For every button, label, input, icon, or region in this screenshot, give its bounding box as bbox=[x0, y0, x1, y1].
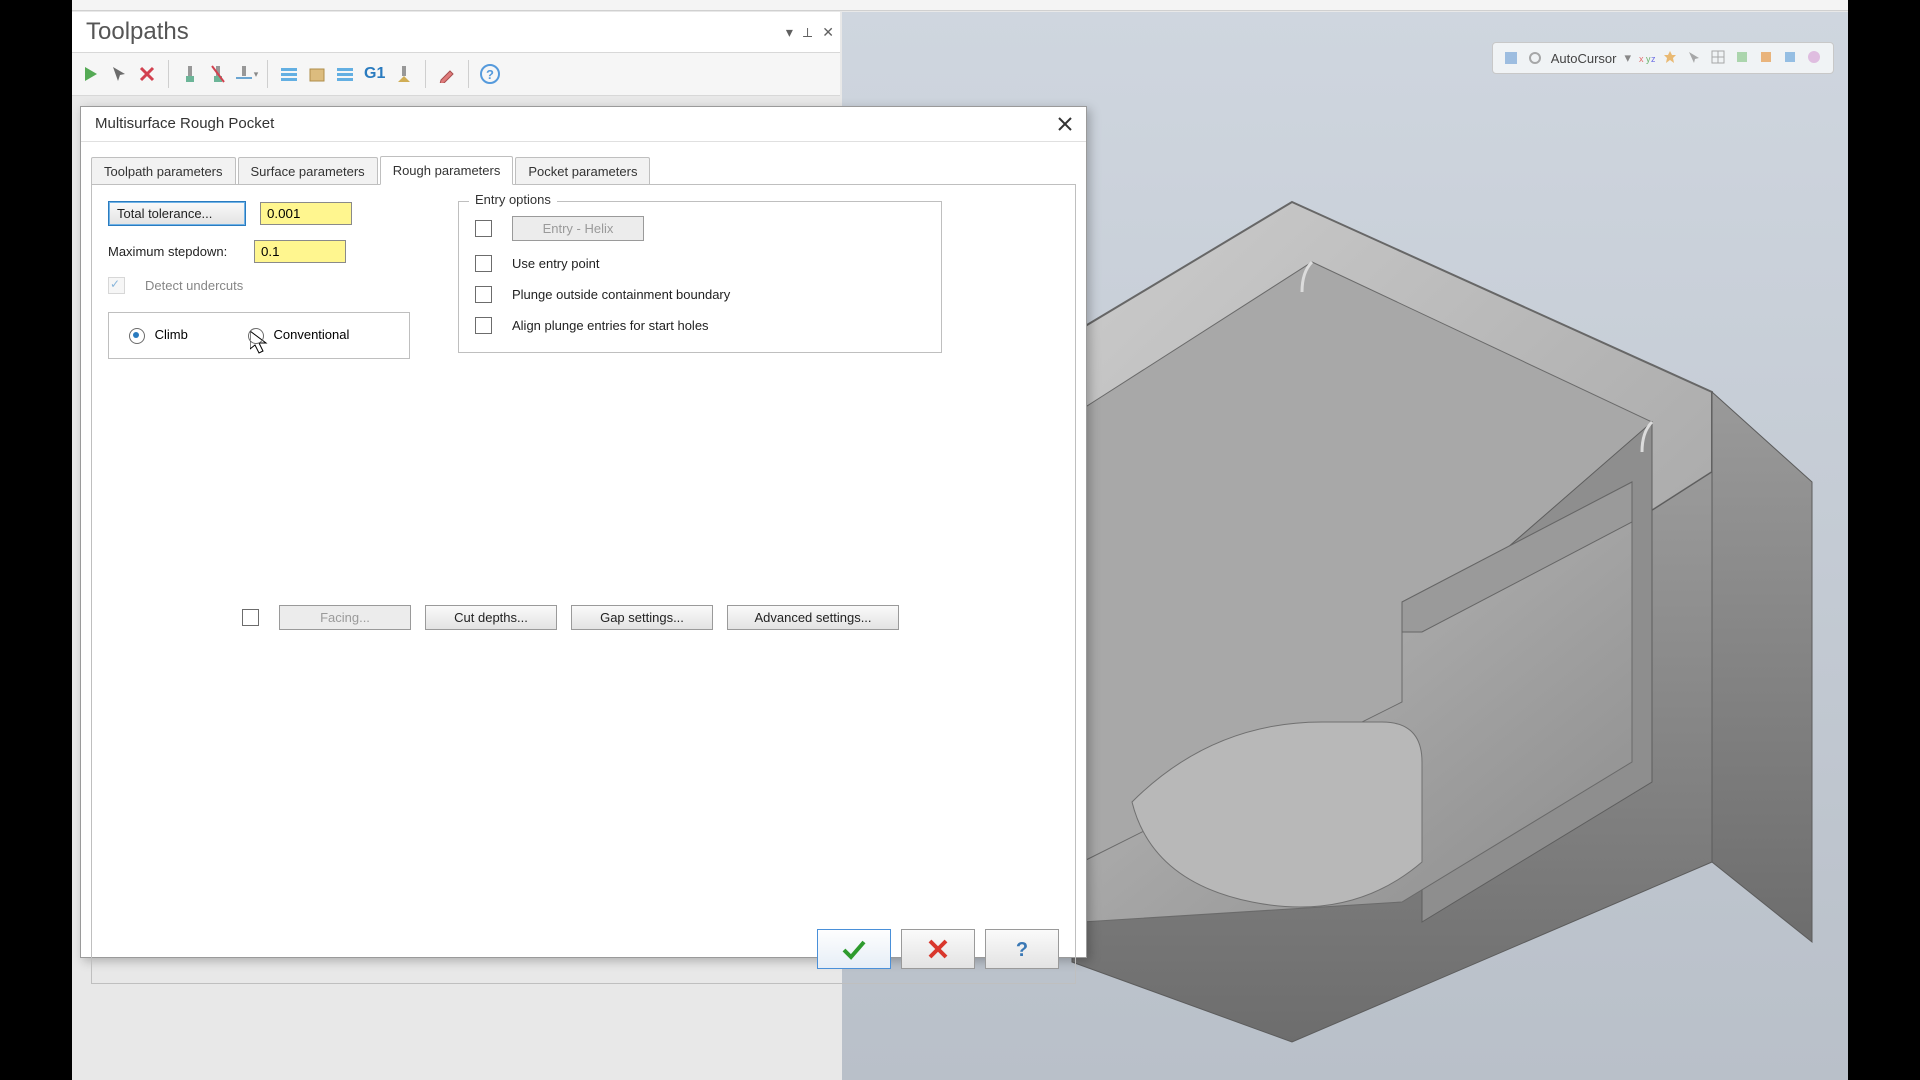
tb-help-icon[interactable]: ? bbox=[477, 61, 503, 87]
svg-text:x: x bbox=[1639, 54, 1644, 64]
tab-body: Total tolerance... Maximum stepdown: Det… bbox=[91, 184, 1076, 984]
cut-depths-button[interactable]: Cut depths... bbox=[425, 605, 557, 630]
entry-helix-checkbox[interactable] bbox=[475, 220, 492, 237]
detect-undercuts-label: Detect undercuts bbox=[145, 278, 243, 293]
ribbon-strip bbox=[72, 0, 1848, 11]
tb-tool2-icon[interactable] bbox=[205, 61, 231, 87]
total-tolerance-input[interactable] bbox=[260, 202, 352, 225]
tb-tool1-icon[interactable] bbox=[177, 61, 203, 87]
dialog-close-button[interactable] bbox=[1054, 113, 1076, 135]
tb-run-icon[interactable] bbox=[78, 61, 104, 87]
tb-pencil-icon[interactable] bbox=[434, 61, 460, 87]
max-stepdown-label: Maximum stepdown: bbox=[108, 244, 240, 259]
entry-options-legend: Entry options bbox=[469, 192, 557, 207]
tab-surface-parameters[interactable]: Surface parameters bbox=[238, 157, 378, 185]
detect-undercuts-checkbox bbox=[108, 277, 125, 294]
tab-rough-parameters[interactable]: Rough parameters bbox=[380, 156, 514, 185]
panel-pin-icon[interactable]: ⟂ bbox=[803, 12, 812, 52]
vp-autocursor-label[interactable]: AutoCursor bbox=[1551, 51, 1617, 66]
tb-delete-icon[interactable] bbox=[134, 61, 160, 87]
max-stepdown-input[interactable] bbox=[254, 240, 346, 263]
align-plunge-checkbox[interactable] bbox=[475, 317, 492, 334]
facing-enable-checkbox[interactable] bbox=[242, 609, 259, 626]
use-entry-point-label: Use entry point bbox=[512, 256, 599, 271]
facing-button: Facing... bbox=[279, 605, 411, 630]
gap-settings-button[interactable]: Gap settings... bbox=[571, 605, 713, 630]
panel-close-icon[interactable]: ✕ bbox=[822, 12, 834, 52]
vp-star-icon[interactable] bbox=[1663, 50, 1679, 66]
tb-layers2-icon[interactable] bbox=[332, 61, 358, 87]
panel-dropdown-icon[interactable]: ▾ bbox=[786, 12, 793, 52]
tb-tool3-icon[interactable]: ▾ bbox=[233, 61, 259, 87]
vp-xyz-icon[interactable]: xyz bbox=[1639, 50, 1655, 66]
tab-toolpath-parameters[interactable]: Toolpath parameters bbox=[91, 157, 236, 185]
tab-pocket-parameters[interactable]: Pocket parameters bbox=[515, 157, 650, 185]
advanced-settings-button[interactable]: Advanced settings... bbox=[727, 605, 899, 630]
entry-helix-button: Entry - Helix bbox=[512, 216, 644, 241]
tb-g1-label[interactable]: G1 bbox=[360, 65, 389, 83]
cancel-button[interactable] bbox=[901, 929, 975, 969]
svg-text:?: ? bbox=[486, 67, 494, 82]
svg-text:z: z bbox=[1651, 54, 1655, 64]
toolpaths-title-bar: Toolpaths ▾ ⟂ ✕ bbox=[72, 12, 840, 52]
toolpaths-title: Toolpaths bbox=[86, 18, 189, 45]
tb-tool4-icon[interactable] bbox=[391, 61, 417, 87]
dialog-footer: ? bbox=[817, 929, 1059, 969]
radio-conventional-label: Conventional bbox=[273, 327, 349, 342]
tb-layers-icon[interactable] bbox=[276, 61, 302, 87]
plunge-outside-checkbox[interactable] bbox=[475, 286, 492, 303]
toolpaths-panel: Toolpaths ▾ ⟂ ✕ ▾ G1 ? bbox=[72, 12, 840, 96]
vp-target-icon[interactable] bbox=[1527, 50, 1543, 66]
radio-climb-label: Climb bbox=[155, 327, 188, 342]
tb-cursor-icon[interactable] bbox=[106, 61, 132, 87]
dialog-tabs: Toolpath parameters Surface parameters R… bbox=[81, 150, 1086, 184]
app-stage: Toolpaths ▾ ⟂ ✕ ▾ G1 ? bbox=[72, 0, 1848, 1080]
plunge-outside-label: Plunge outside containment boundary bbox=[512, 287, 730, 302]
dialog-title: Multisurface Rough Pocket bbox=[95, 115, 274, 132]
total-tolerance-button[interactable]: Total tolerance... bbox=[108, 201, 246, 226]
vp-cube1-icon[interactable] bbox=[1735, 50, 1751, 66]
vp-cube3-icon[interactable] bbox=[1783, 50, 1799, 66]
vp-save-icon[interactable] bbox=[1503, 50, 1519, 66]
svg-text:?: ? bbox=[1016, 939, 1028, 960]
vp-sphere-icon[interactable] bbox=[1807, 50, 1823, 66]
vp-dropdown-icon[interactable]: ▾ bbox=[1624, 50, 1631, 66]
part-model bbox=[952, 162, 1852, 1062]
dialog-title-bar: Multisurface Rough Pocket bbox=[81, 107, 1086, 142]
entry-options-group: Entry options Entry - Helix Use entry po… bbox=[458, 201, 942, 353]
tb-box-icon[interactable] bbox=[304, 61, 330, 87]
rough-pocket-dialog: Multisurface Rough Pocket Toolpath param… bbox=[80, 106, 1087, 958]
toolpaths-toolbar: ▾ G1 ? bbox=[72, 52, 840, 96]
vp-cube2-icon[interactable] bbox=[1759, 50, 1775, 66]
radio-climb[interactable]: Climb bbox=[129, 327, 188, 344]
vp-arrow-icon[interactable] bbox=[1687, 50, 1703, 66]
align-plunge-label: Align plunge entries for start holes bbox=[512, 318, 709, 333]
help-button[interactable]: ? bbox=[985, 929, 1059, 969]
ok-button[interactable] bbox=[817, 929, 891, 969]
vp-grid-icon[interactable] bbox=[1711, 50, 1727, 66]
radio-conventional[interactable]: Conventional bbox=[248, 327, 350, 344]
viewport-toolbar: AutoCursor ▾ xyz bbox=[1492, 42, 1834, 74]
cut-direction-group: Climb Conventional bbox=[108, 312, 410, 359]
use-entry-point-checkbox[interactable] bbox=[475, 255, 492, 272]
